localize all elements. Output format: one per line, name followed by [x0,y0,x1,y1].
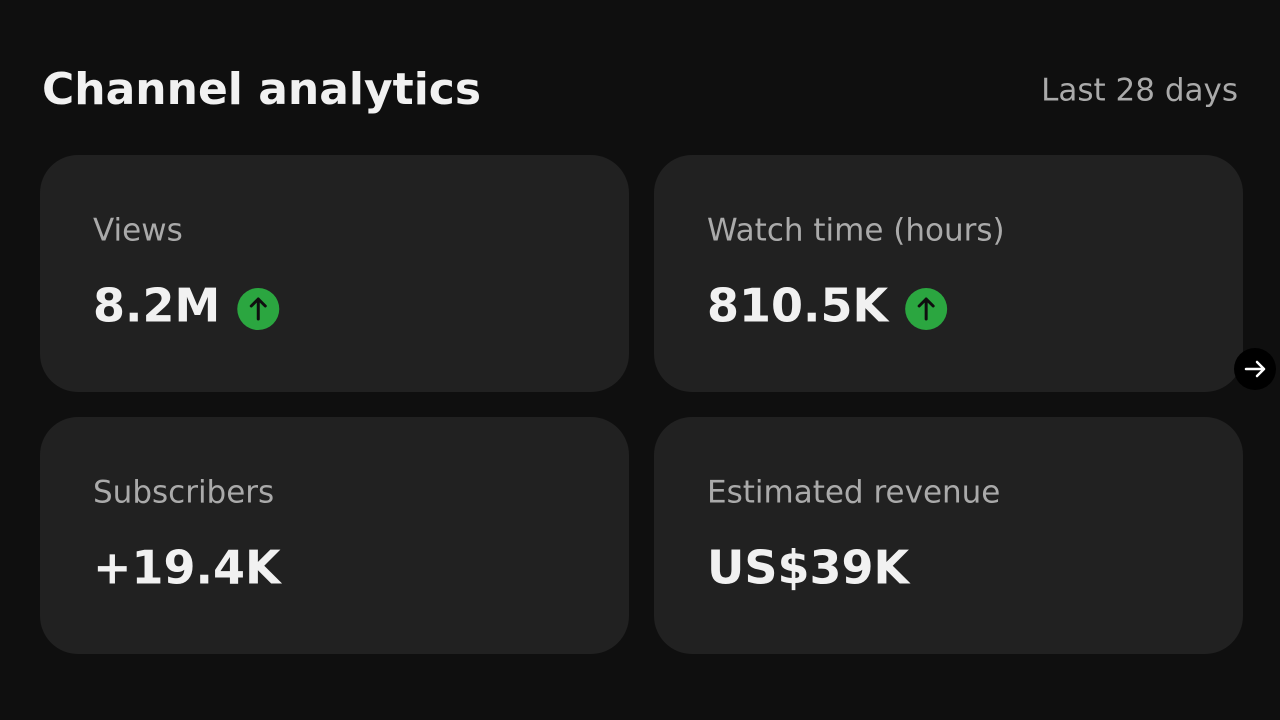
metric-label: Estimated revenue [707,475,1000,511]
metric-label: Views [93,213,183,249]
metric-card[interactable]: Watch time (hours) 810.5K [654,155,1243,392]
metric-card[interactable]: Subscribers +19.4K [40,417,629,654]
trend-up-arrow [249,297,267,321]
trend-up-arrow [917,297,935,321]
metric-value: 8.2M [93,279,220,333]
metric-value: +19.4K [93,541,283,595]
metric-label: Watch time (hours) [707,213,1005,249]
metric-card[interactable]: Views 8.2M [40,155,629,392]
card-background[interactable] [40,155,629,392]
next-arrow[interactable] [1244,360,1266,378]
card-background[interactable] [654,155,1243,392]
next-button[interactable] [1234,348,1276,390]
card-background[interactable] [654,417,1243,654]
metric-value: 810.5K [707,279,891,333]
card-background[interactable] [40,417,629,654]
period-selector[interactable]: Last 28 days [1041,73,1238,109]
metric-card[interactable]: Estimated revenue US$39K [654,417,1243,654]
metric-label: Subscribers [93,475,274,511]
page-title: Channel analytics [42,64,481,115]
metric-value: US$39K [707,541,912,595]
card-grid: Views 8.2M Watch time (hours) 810.5K Subscri… [40,155,1243,654]
